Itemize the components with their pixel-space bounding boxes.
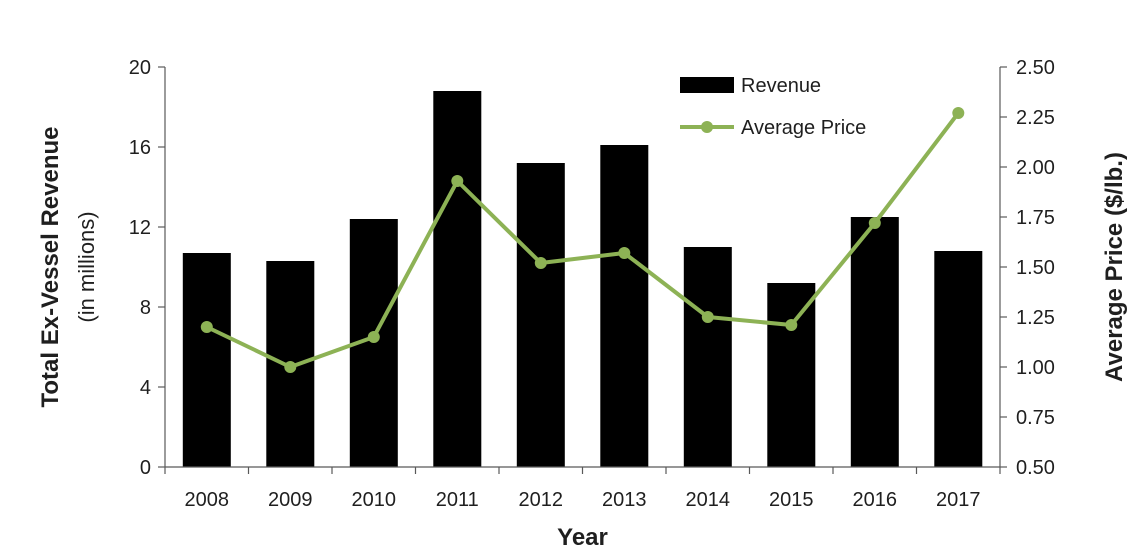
revenue-bar-2014 bbox=[683, 247, 732, 467]
right-y-tick-label: 1.25 bbox=[1016, 307, 1055, 329]
x-tick-label-2017: 2017 bbox=[936, 489, 981, 511]
left-y-tick-label: 8 bbox=[140, 297, 151, 319]
average-price-point-2010 bbox=[367, 331, 380, 343]
revenue-bar-2017 bbox=[934, 251, 983, 467]
right-y-tick-label: 1.00 bbox=[1016, 357, 1055, 379]
average-price-point-2012 bbox=[534, 257, 547, 269]
average-price-point-2013 bbox=[618, 247, 631, 259]
x-tick-label-2014: 2014 bbox=[686, 489, 731, 511]
left-y-axis-subtitle: (in millions) bbox=[74, 211, 99, 322]
average-price-point-2014 bbox=[701, 311, 714, 323]
right-y-tick-label: 2.50 bbox=[1016, 57, 1055, 79]
right-y-tick-label: 2.00 bbox=[1016, 157, 1055, 179]
x-tick-label-2013: 2013 bbox=[602, 489, 647, 511]
right-y-tick-label: 1.75 bbox=[1016, 207, 1055, 229]
left-y-tick-label: 16 bbox=[129, 137, 151, 159]
x-tick-label-2009: 2009 bbox=[268, 489, 313, 511]
revenue-bar-2016 bbox=[850, 217, 899, 467]
left-y-tick-label: 4 bbox=[140, 377, 151, 399]
axes-layer bbox=[158, 66, 1007, 474]
legend-price-label: Average Price bbox=[741, 117, 866, 139]
right-y-tick-label: 0.50 bbox=[1016, 457, 1055, 479]
labels-layer: 0 4 8 12 16 20 0.50 0.75 1.00 1.25 1.50 1.75 2.00 2.2… bbox=[37, 57, 1128, 551]
x-tick-label-2008: 2008 bbox=[185, 489, 230, 511]
x-axis-title: Year bbox=[557, 524, 608, 551]
left-y-tick-label: 20 bbox=[129, 57, 151, 79]
average-price-point-2017 bbox=[952, 107, 965, 119]
left-y-axis-title: Total Ex-Vessel Revenue bbox=[37, 126, 64, 407]
left-y-tick-label: 0 bbox=[140, 457, 151, 479]
x-tick-label-2012: 2012 bbox=[519, 489, 564, 511]
revenue-bar-2015 bbox=[767, 283, 816, 467]
legend: Revenue Average Price bbox=[680, 75, 866, 139]
left-y-tick-label: 12 bbox=[129, 217, 151, 239]
x-tick-label-2010: 2010 bbox=[352, 489, 397, 511]
right-y-tick-label: 2.25 bbox=[1016, 107, 1055, 129]
average-price-point-2015 bbox=[785, 319, 798, 331]
price-line-layer bbox=[200, 107, 965, 373]
right-y-tick-label: 1.50 bbox=[1016, 257, 1055, 279]
average-price-point-2016 bbox=[868, 217, 881, 229]
average-price-line bbox=[205, 111, 960, 369]
average-price-point-2011 bbox=[451, 175, 464, 187]
average-price-point-2008 bbox=[200, 321, 213, 333]
revenue-bar-2013 bbox=[600, 145, 649, 467]
revenue-bar-2012 bbox=[516, 163, 565, 467]
x-tick-label-2016: 2016 bbox=[853, 489, 898, 511]
x-tick-label-2015: 2015 bbox=[769, 489, 814, 511]
revenue-bar-2008 bbox=[182, 253, 231, 467]
right-y-tick-label: 0.75 bbox=[1016, 407, 1055, 429]
legend-revenue-swatch bbox=[680, 77, 734, 93]
right-y-axis-title: Average Price ($/lb.) bbox=[1101, 152, 1128, 382]
legend-price-marker bbox=[701, 121, 713, 133]
bars-layer bbox=[182, 91, 983, 467]
average-price-point-2009 bbox=[284, 361, 297, 373]
x-tick-label-2011: 2011 bbox=[436, 489, 479, 511]
legend-revenue-label: Revenue bbox=[741, 75, 821, 97]
revenue-bar-2011 bbox=[433, 91, 482, 467]
